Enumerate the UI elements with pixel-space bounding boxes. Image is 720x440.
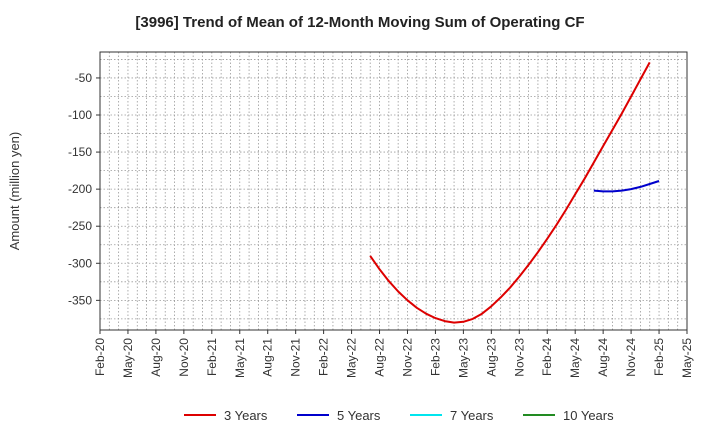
x-tick-label: Aug-21 (261, 338, 275, 377)
y-tick-label: -50 (75, 71, 93, 85)
grid (100, 52, 687, 330)
y-axis: -50 -100 -150 -200 -250 -300 -350 (68, 71, 100, 307)
x-tick-label: Feb-21 (205, 338, 219, 376)
y-tick-label: -350 (68, 293, 92, 307)
y-tick-label: -150 (68, 145, 92, 159)
x-tick-label: Nov-20 (177, 338, 191, 377)
y-tick-label: -300 (68, 256, 92, 270)
x-tick-label: Aug-24 (596, 338, 610, 377)
x-tick-label: Feb-20 (93, 338, 107, 376)
y-tick-label: -250 (68, 219, 92, 233)
x-tick-label: Feb-23 (428, 338, 442, 376)
x-tick-label: Feb-25 (652, 338, 666, 376)
y-tick-label: -100 (68, 108, 92, 122)
x-tick-label: Nov-22 (400, 338, 414, 377)
plot-area (99, 51, 688, 331)
x-tick-label: Aug-20 (149, 338, 163, 377)
x-tick-label: May-25 (680, 338, 694, 378)
series-line-3-years (369, 61, 651, 324)
x-tick-label: Aug-23 (484, 338, 498, 377)
chart-title: [3996] Trend of Mean of 12-Month Moving … (135, 14, 585, 31)
x-tick-label: May-24 (568, 338, 582, 378)
x-tick-label: Feb-24 (540, 338, 554, 376)
y-axis-title: Amount (million yen) (7, 132, 22, 251)
series-line-5-years (593, 180, 660, 193)
legend-label-3-years: 3 Years (224, 408, 268, 423)
x-axis: Feb-20 May-20 Aug-20 Nov-20 Feb-21 May-21 Aug-… (93, 330, 694, 378)
x-tick-label: Aug-22 (373, 338, 387, 377)
x-tick-label: Nov-21 (289, 338, 303, 377)
legend-label-5-years: 5 Years (337, 408, 381, 423)
series-lines (369, 61, 660, 324)
legend-label-7-years: 7 Years (450, 408, 494, 423)
x-tick-label: May-21 (233, 338, 247, 378)
x-tick-label: May-22 (345, 338, 359, 378)
x-tick-label: Nov-24 (624, 338, 638, 377)
legend-label-10-years: 10 Years (563, 408, 614, 423)
x-tick-label: Nov-23 (512, 338, 526, 377)
x-tick-label: May-23 (456, 338, 470, 378)
y-tick-label: -200 (68, 182, 92, 196)
x-tick-label: Feb-22 (317, 338, 331, 376)
legend: 3 Years 5 Years 7 Years 10 Years (184, 408, 614, 423)
x-tick-label: May-20 (121, 338, 135, 378)
